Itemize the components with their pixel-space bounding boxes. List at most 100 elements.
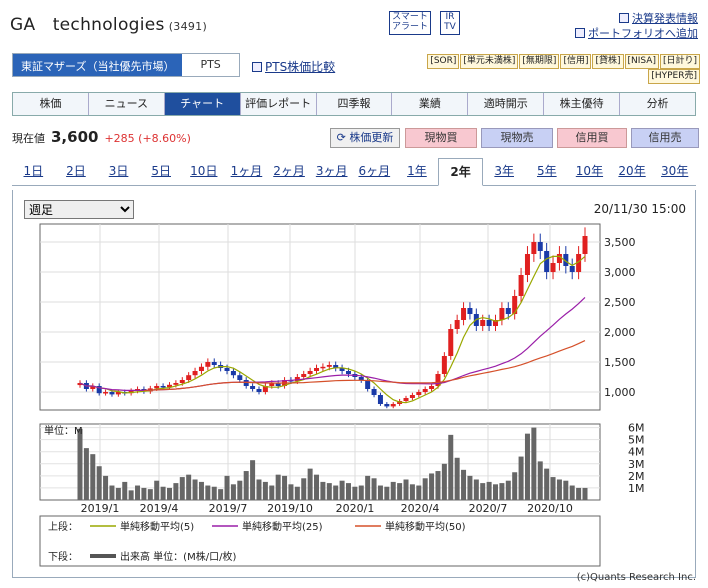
volume-bar (333, 485, 339, 500)
tab-shikiho[interactable]: 四季報 (317, 93, 393, 115)
volume-bar (384, 486, 390, 500)
period-tab-4[interactable]: 10日 (190, 164, 218, 178)
volume-bar (192, 479, 198, 500)
pts-compare-label: PTS株価比較 (265, 60, 336, 74)
volume-bar (358, 485, 364, 500)
volume-bar (128, 490, 134, 500)
portfolio-link[interactable]: ポートフォリオへ追加 (575, 25, 698, 41)
volume-bar (493, 484, 499, 500)
price-panel-frame (39, 223, 601, 411)
volume-bar (173, 483, 179, 500)
tab-price[interactable]: 株価 (13, 93, 89, 115)
company-title: GA technologies (3491) (10, 10, 207, 35)
period-tab-9[interactable]: 1年 (407, 164, 427, 178)
candle-body (480, 320, 486, 326)
candle-body (544, 251, 550, 272)
period-tab-1[interactable]: 2日 (66, 164, 86, 178)
candle-body (556, 254, 562, 263)
chart-interval-select[interactable]: 週足 (24, 200, 134, 219)
volume-bar (224, 475, 230, 500)
volume-unit-label: 単位：M (44, 424, 83, 437)
candle-body (390, 404, 396, 407)
candle-body (326, 365, 332, 367)
volume-bar (576, 487, 582, 500)
period-tab-6[interactable]: 2ヶ月 (273, 164, 305, 178)
tab-disclosure[interactable]: 適時開示 (468, 93, 545, 115)
buy-spot-button[interactable]: 現物買 (405, 128, 477, 148)
x-tick-label: 2019/1 (81, 502, 120, 515)
market-tab-pts[interactable]: PTS (182, 54, 239, 76)
period-tab-13[interactable]: 10年 (575, 164, 604, 178)
candle-body (301, 374, 307, 377)
candle-body (409, 395, 415, 398)
period-tab-10[interactable]: 2年 (438, 158, 483, 186)
period-tab-7[interactable]: 3ヶ月 (315, 164, 348, 178)
candle-body (371, 389, 377, 395)
chart-panel (12, 190, 696, 578)
tab-analysis[interactable]: 分析 (646, 97, 669, 110)
volume-bar (518, 456, 524, 500)
volume-bar (377, 485, 383, 500)
folder-icon (575, 28, 585, 38)
period-tab-8[interactable]: 6ヶ月 (358, 164, 391, 178)
period-tab-11[interactable]: 3年 (494, 164, 514, 178)
buy-margin-button[interactable]: 信用買 (557, 128, 627, 148)
pts-compare-link[interactable]: PTS株価比較 (252, 58, 335, 75)
x-tick-label: 2019/4 (140, 502, 179, 515)
candle-body (563, 254, 569, 266)
period-tab-2[interactable]: 3日 (108, 164, 129, 178)
volume-bar (422, 478, 428, 500)
volume-bar (550, 477, 556, 500)
refresh-price-button[interactable]: ⟳ 株価更新 (330, 128, 400, 148)
smart-alert-button[interactable]: スマート アラート (389, 11, 431, 35)
tab-benefits[interactable]: 株主優待 (544, 93, 621, 115)
volume-bar (454, 457, 460, 500)
tab-news[interactable]: ニュース (89, 93, 165, 115)
refresh-icon: ⟳ (336, 131, 350, 144)
candle-body (160, 386, 166, 388)
tab-chart[interactable]: チャート (164, 93, 241, 115)
x-tick-label: 2020/10 (527, 502, 573, 515)
ir-tv-button[interactable]: IR TV (440, 11, 460, 35)
candle-body (250, 386, 256, 389)
period-tab-3[interactable]: 5日 (151, 164, 171, 178)
period-tab-0[interactable]: 1日 (23, 164, 44, 178)
candle-body (505, 308, 511, 314)
candle-body (96, 386, 102, 394)
legend-lower-label: 下段： (48, 550, 78, 563)
volume-bar (90, 454, 96, 500)
candle-body (467, 308, 473, 314)
volume-bar (569, 485, 575, 500)
candle-body (518, 275, 524, 296)
volume-bar (96, 466, 102, 500)
volume-tick-label: 2M (628, 470, 645, 483)
volume-bar (403, 479, 409, 500)
volume-bar (339, 480, 345, 500)
period-tab-12[interactable]: 5年 (536, 164, 557, 178)
period-tab-5[interactable]: 1ヶ月 (230, 164, 263, 178)
volume-bar (288, 484, 294, 500)
sell-margin-button[interactable]: 信用売 (631, 128, 699, 148)
tab-earnings[interactable]: 業績 (392, 93, 469, 115)
main-nav: 株価 ニュース チャート 評価レポート 四季報 業績 適時開示 株主優待 分析 (12, 92, 696, 116)
x-tick-label: 2020/1 (336, 502, 375, 515)
volume-bar (211, 486, 217, 500)
market-tab-mothers[interactable]: 東証マザーズ（当社優先市場） (13, 54, 183, 76)
smart-alert-line1: スマート (392, 12, 428, 22)
tab-report[interactable]: 評価レポート (241, 93, 317, 115)
period-tab-15[interactable]: 30年 (661, 164, 689, 178)
candle-body (237, 375, 243, 380)
candle-body (77, 383, 83, 386)
smart-alert-line2: アラート (392, 22, 429, 32)
price-value: 3,600 (51, 128, 99, 146)
results-link[interactable]: 決算発表情報 (619, 10, 698, 26)
volume-bar (77, 428, 83, 500)
market-selector: 東証マザーズ（当社優先市場） PTS (12, 53, 240, 77)
sell-spot-button[interactable]: 現物売 (481, 128, 553, 148)
candle-body (416, 392, 422, 395)
period-tab-14[interactable]: 20年 (618, 164, 646, 178)
candle-body (179, 380, 185, 383)
tag-sor: [SOR] (427, 54, 460, 69)
price-tick-label: 3,000 (604, 266, 636, 279)
volume-bar (230, 484, 236, 500)
